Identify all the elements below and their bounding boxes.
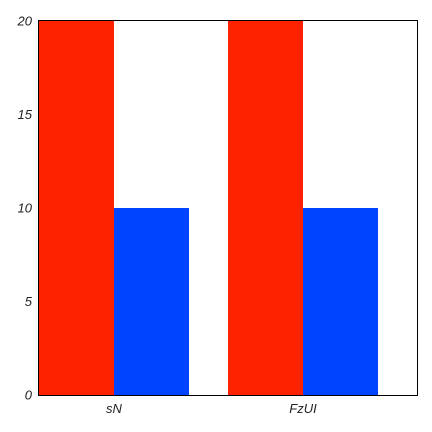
x-axis: sN FzUI	[106, 401, 317, 416]
bar-sn-series-2	[114, 208, 189, 395]
y-tick-label: 0	[25, 388, 33, 403]
bar-fzui-series-1	[228, 21, 303, 395]
y-tick-label: 5	[25, 294, 33, 309]
bar-sn-series-1	[39, 21, 114, 395]
y-tick-label: 15	[18, 107, 33, 122]
y-tick-label: 10	[18, 201, 33, 216]
x-tick-label-fzui: FzUI	[289, 401, 317, 416]
x-tick-label-sn: sN	[106, 401, 123, 416]
bars-group	[39, 21, 378, 395]
y-tick-label: 20	[17, 14, 33, 29]
plot-frame	[38, 20, 418, 396]
bar-fzui-series-2	[303, 208, 378, 395]
y-axis: 0 5 10 15 20	[17, 14, 33, 403]
